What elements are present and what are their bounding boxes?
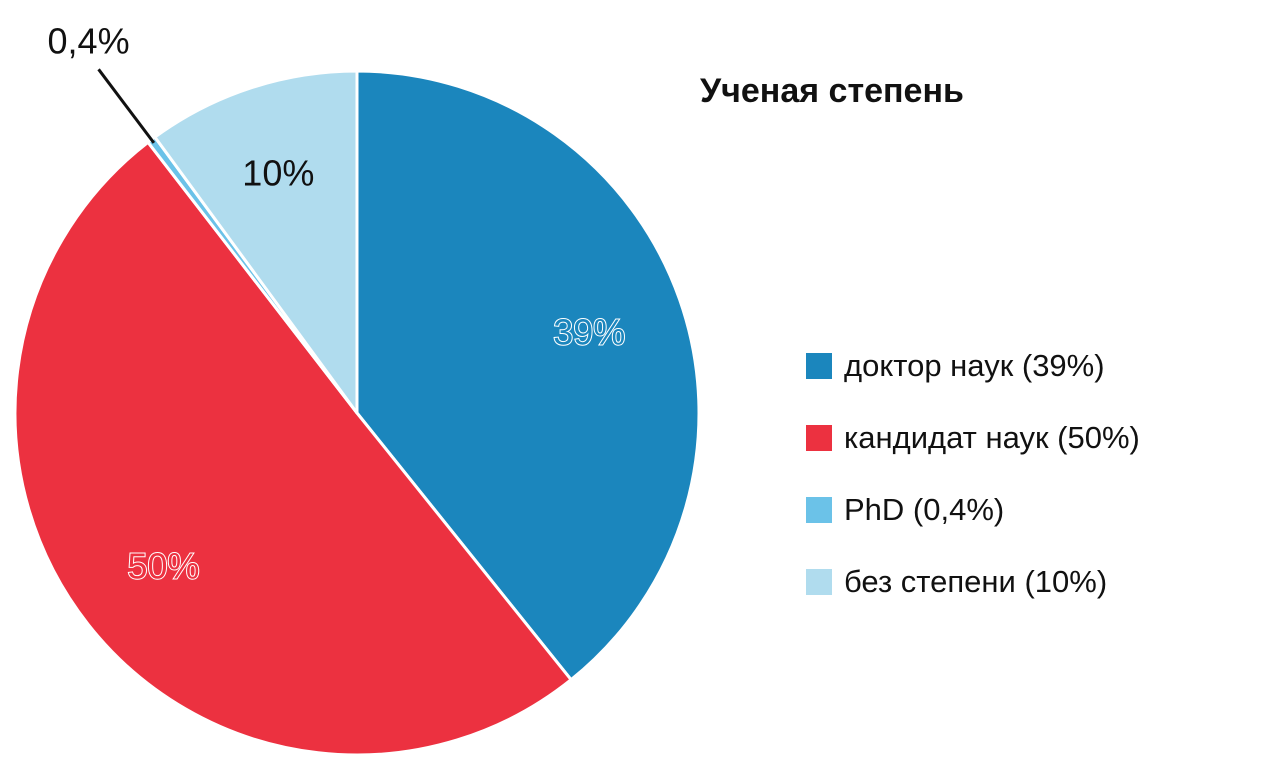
data-label-candidate: 50%	[127, 545, 199, 586]
legend-label-no-degree: без степени (10%)	[844, 564, 1108, 599]
data-label-doctor: 39%	[553, 311, 625, 352]
legend-swatch-phd	[806, 497, 832, 523]
legend-label-doctor: доктор наук (39%)	[844, 348, 1105, 383]
legend-swatch-no-degree	[806, 569, 832, 595]
pie-labels: 39% 50% 0,4% 10%	[48, 20, 627, 587]
legend-item-phd: PhD (0,4%)	[806, 474, 1140, 546]
pie-slice-no-degree	[153, 69, 359, 415]
data-label-no-degree: 10%	[242, 152, 314, 193]
pie-slices	[13, 69, 701, 757]
legend-label-candidate: кандидат наук (50%)	[844, 420, 1140, 455]
legend: доктор наук (39%) кандидат наук (50%) Ph…	[806, 330, 1140, 618]
legend-item-doctor: доктор наук (39%)	[806, 330, 1140, 402]
leader-line-phd	[97, 68, 156, 144]
pie-slice-candidate	[13, 140, 573, 757]
data-label-phd: 0,4%	[48, 20, 130, 61]
chart-title: Ученая степень	[700, 72, 964, 110]
legend-label-phd: PhD (0,4%)	[844, 492, 1005, 527]
legend-swatch-doctor	[806, 353, 832, 379]
pie-slice-doctor	[355, 69, 701, 682]
legend-item-no-degree: без степени (10%)	[806, 546, 1140, 618]
legend-swatch-candidate	[806, 425, 832, 451]
legend-item-candidate: кандидат наук (50%)	[806, 402, 1140, 474]
